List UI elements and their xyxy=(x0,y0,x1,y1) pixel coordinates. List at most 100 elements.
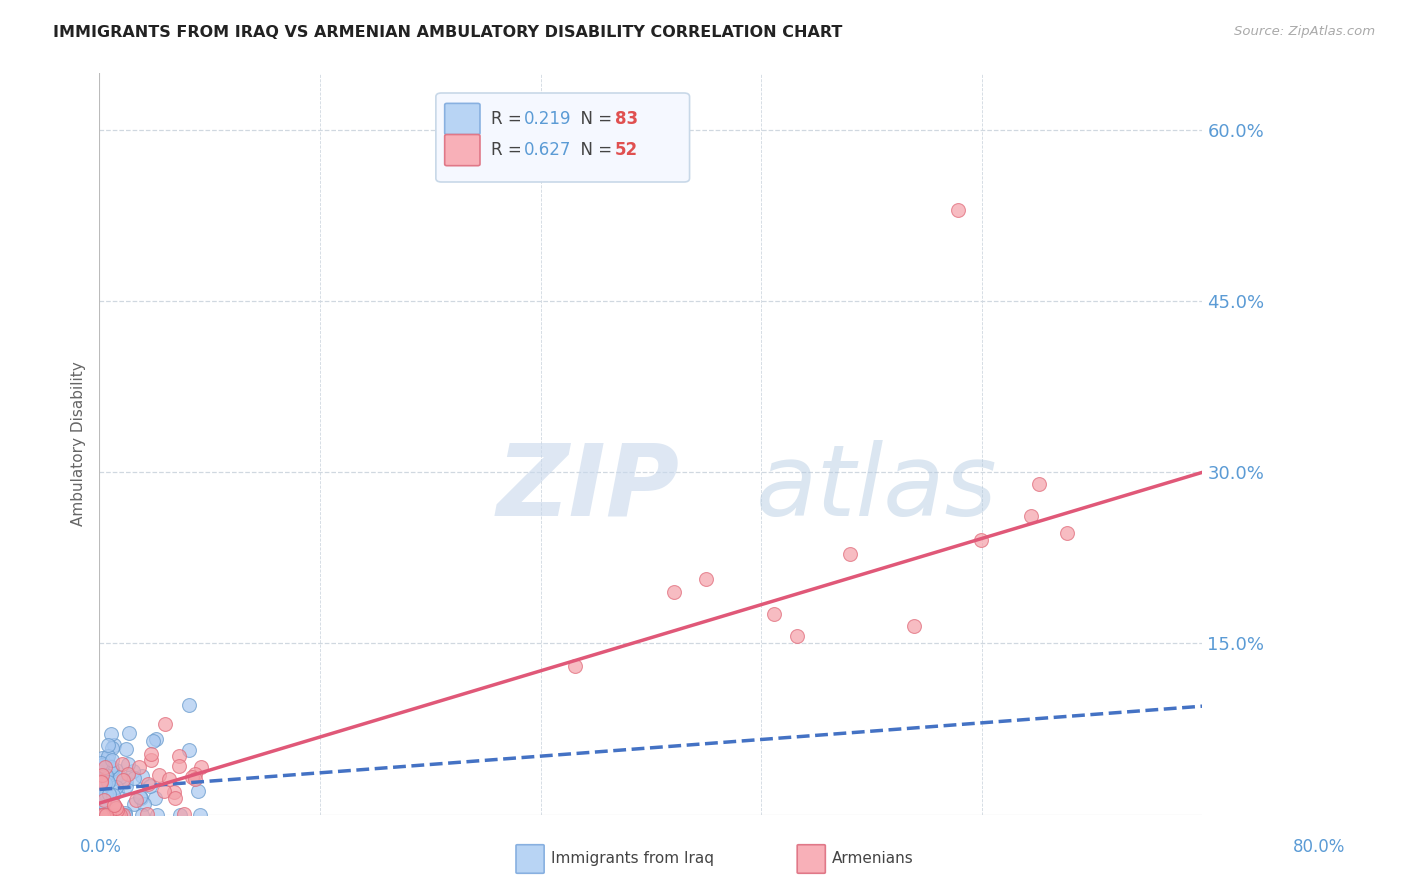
Point xyxy=(97,738,120,752)
Point xyxy=(94,787,117,801)
Point xyxy=(100,727,122,741)
Point xyxy=(100,760,122,774)
Point xyxy=(129,790,152,805)
Point xyxy=(114,741,136,756)
Point xyxy=(131,769,153,783)
Point xyxy=(96,774,118,789)
Point xyxy=(100,762,122,776)
Point xyxy=(89,765,111,780)
Point xyxy=(108,807,131,822)
Text: Source: ZipAtlas.com: Source: ZipAtlas.com xyxy=(1234,25,1375,38)
Point xyxy=(169,807,191,822)
Point xyxy=(111,757,134,772)
Point xyxy=(103,798,125,813)
Point xyxy=(112,772,135,787)
Point xyxy=(124,793,146,807)
Point xyxy=(94,776,117,790)
Point xyxy=(96,768,118,782)
Point xyxy=(1021,508,1043,523)
Point xyxy=(181,770,204,784)
Point xyxy=(159,772,181,786)
Point xyxy=(94,789,117,804)
Point xyxy=(190,760,212,774)
Point xyxy=(167,749,190,764)
Point xyxy=(94,760,117,774)
Point xyxy=(139,747,162,762)
Text: ZIP: ZIP xyxy=(496,440,679,537)
Point xyxy=(131,807,153,822)
Point xyxy=(111,807,134,822)
Point xyxy=(91,807,114,822)
Point xyxy=(93,803,115,817)
Point xyxy=(1056,526,1078,541)
Point xyxy=(96,752,118,766)
Point xyxy=(89,756,111,770)
Point xyxy=(136,777,159,791)
Point xyxy=(108,770,131,784)
Point xyxy=(93,797,115,811)
Point xyxy=(96,807,118,822)
Point xyxy=(94,807,117,822)
Point xyxy=(145,807,167,822)
Text: 0.0%: 0.0% xyxy=(80,838,122,855)
Point xyxy=(122,772,145,786)
Point xyxy=(90,807,112,822)
Point xyxy=(104,807,127,822)
Text: 52: 52 xyxy=(614,141,638,159)
Point xyxy=(165,791,187,805)
Point xyxy=(662,585,685,599)
Point xyxy=(103,798,125,813)
Point xyxy=(91,797,114,812)
Point xyxy=(89,769,111,783)
Point xyxy=(142,734,165,748)
Point xyxy=(118,725,141,739)
Point xyxy=(970,533,993,547)
Point xyxy=(177,743,200,757)
Point xyxy=(162,785,184,799)
Point xyxy=(90,774,112,789)
Point xyxy=(183,767,205,781)
Point xyxy=(143,790,166,805)
Text: 0.627: 0.627 xyxy=(524,141,571,159)
Point xyxy=(97,774,120,789)
Text: Armenians: Armenians xyxy=(832,852,914,866)
Point xyxy=(91,792,114,806)
Point xyxy=(101,788,124,802)
Point xyxy=(89,807,111,822)
Point xyxy=(93,768,115,782)
Text: 83: 83 xyxy=(614,110,638,128)
Text: 80.0%: 80.0% xyxy=(1292,838,1346,855)
FancyBboxPatch shape xyxy=(436,93,689,182)
Point xyxy=(187,784,209,798)
Point xyxy=(129,790,152,805)
Point xyxy=(89,789,111,803)
Text: R =: R = xyxy=(491,110,527,128)
Point xyxy=(94,807,117,822)
Point xyxy=(94,798,117,813)
Point xyxy=(97,748,120,763)
Point xyxy=(94,807,117,822)
Point xyxy=(1028,477,1050,491)
Point xyxy=(93,807,115,822)
Point xyxy=(117,767,139,781)
Point xyxy=(97,775,120,789)
Point xyxy=(90,757,112,772)
Point xyxy=(93,807,115,822)
Point xyxy=(103,807,125,822)
FancyBboxPatch shape xyxy=(444,135,479,166)
Point xyxy=(94,797,117,811)
Point xyxy=(136,807,159,822)
Point xyxy=(91,797,114,812)
Point xyxy=(139,779,162,793)
Point xyxy=(91,768,114,782)
Y-axis label: Ambulatory Disability: Ambulatory Disability xyxy=(72,361,86,526)
Point xyxy=(117,756,139,771)
Point xyxy=(93,807,115,822)
Point xyxy=(107,807,129,822)
Point xyxy=(145,731,167,746)
Point xyxy=(132,797,155,812)
Point xyxy=(153,784,176,798)
Point xyxy=(128,760,150,774)
Point xyxy=(105,784,128,798)
Text: atlas: atlas xyxy=(756,440,997,537)
